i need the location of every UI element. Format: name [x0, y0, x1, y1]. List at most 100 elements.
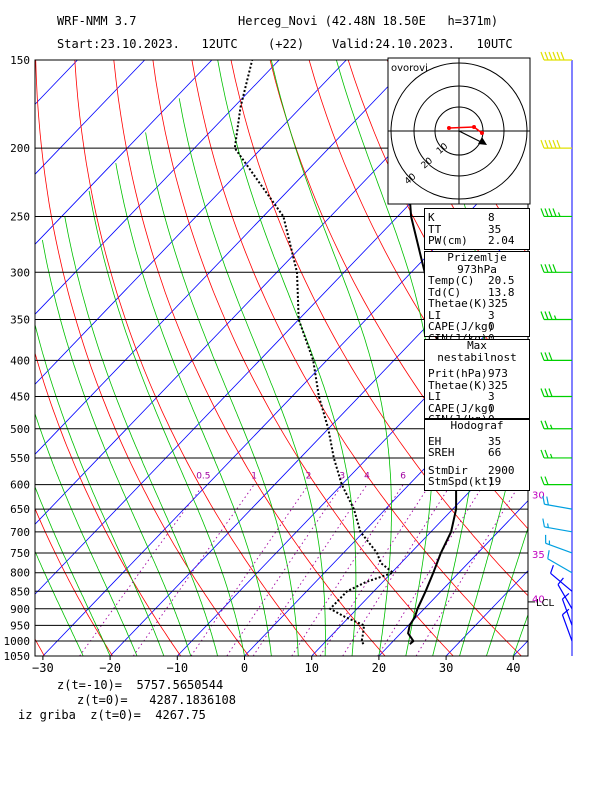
wind-barb: [540, 420, 572, 430]
wind-barb: [545, 534, 573, 554]
hodograph-point: [447, 126, 451, 130]
isotherm-line: [35, 60, 347, 385]
pressure-tick-label: 600: [10, 479, 30, 492]
wind-barb-flag: [546, 496, 549, 506]
pressure-tick-label: 450: [10, 390, 30, 403]
surface-row: CIN(J/kg) 0: [428, 331, 495, 345]
pressure-tick-label: 700: [10, 526, 30, 539]
model-label: WRF-NMM 3.7: [57, 14, 137, 28]
wind-barb: [540, 352, 572, 362]
hodograph-ring: [434, 106, 484, 156]
max-instability-panel: Max nestabilnost Prit(hPa) 973 Thetae(K) 3…: [424, 339, 530, 425]
storm-motion-arrowhead: [478, 137, 487, 145]
lcl-label: LCL: [536, 598, 555, 609]
surface-panel-title: Prizemlje 973hPa: [447, 251, 507, 276]
moist-adiabat-line: [35, 323, 165, 656]
dry-adiabat-line: [35, 60, 250, 656]
wind-barb: [549, 565, 573, 592]
wind-barb-flag: [540, 208, 545, 217]
wind-barb-flag: [540, 388, 545, 397]
valid-label: Valid:24.10.2023. 10UTC: [332, 37, 513, 51]
pressure-tick-label: 750: [10, 547, 30, 560]
surface-row: Temp(C) 20.5: [428, 274, 515, 287]
temperature-tick-label: 30: [439, 661, 453, 675]
wind-barb-staff: [544, 503, 573, 510]
hodograph-row: StmDir 2900: [428, 463, 515, 477]
isotherm-line: [109, 220, 528, 656]
wind-barb-staff: [544, 526, 573, 533]
wind-barb: [561, 608, 573, 642]
pressure-tick-label: 400: [10, 354, 30, 367]
hodograph-row: StmSpd(kt) 19: [428, 475, 502, 488]
moist-adiabat-line: [64, 216, 218, 656]
pressure-tick-label: 150: [10, 54, 30, 67]
pressure-tick-label: 550: [10, 452, 30, 465]
wind-barb-flag: [544, 352, 549, 361]
isotherm-line: [581, 60, 600, 656]
wind-barb-flag: [556, 139, 561, 149]
mixing-ratio-line: [291, 484, 404, 656]
wind-barb-flag: [549, 565, 554, 574]
isotherm-line: [244, 360, 528, 656]
max-instability-row: CAPE(J/kg) 0: [428, 401, 495, 415]
wind-barb-flag: [542, 518, 546, 528]
wind-barb-flag: [557, 577, 564, 585]
wind-speed-label: 35: [532, 550, 545, 561]
hodograph-ring: [413, 85, 505, 177]
hodograph-row: SREH 66: [428, 446, 502, 459]
wind-barb-half-flag: [553, 315, 557, 320]
wind-barb: [540, 208, 572, 218]
station-label: Herceg_Novi (42.48N 18.50E h=371m): [238, 14, 499, 28]
isotherm-line: [35, 60, 145, 175]
dry-adiabat-line: [583, 60, 600, 656]
wind-barb-staff: [547, 558, 573, 574]
wind-barbs: [540, 51, 573, 656]
dewpoint-profile: [233, 60, 396, 645]
index-row: TT 35: [428, 222, 502, 236]
height-grib-label: iz griba z(t=0)= 4267.75: [18, 708, 206, 722]
dry-adiabat-line: [113, 60, 386, 656]
moist-adiabat-line: [217, 60, 357, 656]
wind-barb-flag: [556, 51, 561, 61]
wind-barb-flag: [552, 208, 557, 217]
wind-barb-staff: [550, 572, 573, 592]
wind-barb-flag: [562, 593, 570, 600]
moist-adiabat-line: [145, 132, 299, 656]
wind-barb-flag: [552, 264, 557, 273]
wind-barb: [540, 449, 572, 459]
pressure-tick-label: 200: [10, 142, 30, 155]
pressure-tick-label: 650: [10, 503, 30, 516]
mixing-ratio-label: 0.5: [196, 472, 210, 482]
wind-barb-flag: [544, 388, 549, 397]
wind-barb-flag: [544, 139, 549, 149]
mixing-ratio-label: 3: [339, 472, 345, 482]
wind-barb: [540, 264, 572, 273]
pressure-tick-label: 300: [10, 266, 30, 279]
moist-adiabat-line: [270, 60, 392, 656]
height-m10-label: z(t=-10)= 5757.5650544: [57, 678, 224, 692]
moist-adiabat-line: [178, 98, 326, 656]
start-label: Start:23.10.2023. 12UTC: [57, 37, 238, 51]
wind-barb-flag: [562, 608, 570, 616]
wind-barb-flag: [552, 139, 557, 149]
wind-barb-flag: [548, 352, 553, 361]
mixing-ratio-line: [415, 484, 520, 656]
wind-barb-flag: [544, 208, 549, 217]
wind-barb-flag: [540, 51, 545, 61]
wind-barb-flag: [544, 311, 549, 320]
max-instability-row: Thetae(K) 325: [428, 378, 508, 392]
wind-barb-half-flag: [557, 212, 561, 217]
lead-label: (+22): [268, 37, 305, 51]
hodograph-panel-title: Hodograf: [450, 419, 504, 432]
wind-barb-flag: [548, 51, 553, 61]
hodograph-row: EH 35: [428, 434, 502, 448]
hodograph-ring: [390, 62, 528, 200]
wind-barb-staff: [561, 598, 573, 626]
wind-barb: [561, 593, 573, 626]
wind-barb-flag: [560, 51, 565, 61]
isotherm-line: [311, 430, 528, 656]
mixing-ratio-label: 6: [400, 472, 406, 482]
